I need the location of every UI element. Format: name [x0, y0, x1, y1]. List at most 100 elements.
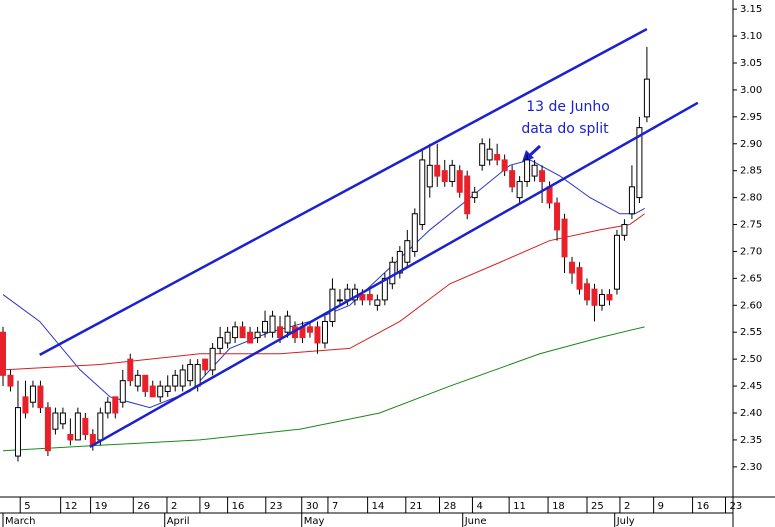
candle-body: [112, 396, 119, 414]
candle-body: [262, 320, 269, 333]
candle-body: [509, 170, 516, 188]
y-tick-label: 2.65: [740, 273, 762, 284]
candle-body: [441, 170, 448, 182]
candle-body: [434, 164, 441, 177]
candle-body: [29, 385, 36, 403]
candle-body: [576, 267, 583, 290]
candle-body: [142, 374, 149, 392]
candle-body: [194, 364, 201, 387]
x-tick-label: 12: [65, 501, 78, 512]
candle-body: [464, 175, 471, 215]
x-tick-label: 23: [270, 501, 283, 512]
y-tick-label: 2.35: [740, 435, 762, 446]
candle-body: [456, 170, 463, 193]
candle-body: [336, 299, 343, 302]
candle-body: [344, 288, 351, 301]
candle-body: [306, 326, 313, 333]
candle-body: [232, 326, 239, 339]
candle-body: [172, 374, 179, 387]
candle-body: [366, 294, 373, 301]
x-tick-label: 5: [24, 501, 30, 512]
candle-body: [134, 374, 141, 387]
candle-body: [524, 159, 531, 182]
y-tick-label: 3.15: [740, 4, 762, 15]
candle-body: [269, 315, 276, 333]
candle-body: [396, 250, 403, 274]
candle-body: [569, 261, 576, 274]
candle-body: [44, 407, 51, 452]
x-tick-label: 23: [730, 501, 743, 512]
x-tick-label: 11: [513, 501, 526, 512]
candle-body: [52, 412, 59, 430]
candle-body: [554, 202, 561, 231]
x-tick-label: 25: [591, 501, 604, 512]
y-tick-label: 2.45: [740, 381, 762, 392]
candle-body: [37, 385, 44, 409]
y-tick-label: 2.60: [740, 300, 762, 311]
y-tick-label: 3.00: [740, 85, 762, 96]
trend-line: [39, 27, 648, 356]
candle-body: [202, 358, 209, 371]
x-tick-label: 19: [95, 501, 108, 512]
trend-line: [89, 101, 699, 449]
y-tick-label: 3.10: [740, 31, 762, 42]
x-tick-label: 4: [476, 501, 482, 512]
candle-body: [224, 331, 231, 344]
candle-body: [613, 234, 620, 290]
x-tick-label: 7: [332, 501, 338, 512]
month-label: July: [616, 516, 635, 527]
candle-body: [419, 159, 426, 226]
candle-body: [546, 186, 553, 204]
candle-body: [479, 143, 486, 166]
candle-body: [501, 159, 508, 172]
candle-body: [314, 326, 321, 344]
candle-body: [7, 374, 14, 387]
x-tick-label: 18: [552, 501, 565, 512]
y-tick-label: 2.95: [740, 112, 762, 123]
candle-body: [643, 78, 650, 118]
candle-body: [67, 434, 74, 441]
candle-body: [97, 412, 104, 441]
y-tick-label: 2.50: [740, 354, 762, 365]
candle-body: [187, 364, 194, 382]
candle-body: [14, 407, 21, 457]
candle-body: [561, 218, 568, 258]
candle-body: [74, 412, 81, 441]
x-tick-label: 21: [410, 501, 423, 512]
candle-body: [217, 337, 224, 349]
x-tick-label: 9: [658, 501, 664, 512]
x-tick-label: 30: [306, 501, 319, 512]
candle-body: [284, 315, 291, 333]
x-tick-label: 2: [624, 501, 630, 512]
candle-body: [621, 224, 628, 236]
candle-body: [254, 331, 261, 339]
annotation: 13 de Junho: [526, 99, 610, 115]
candle-body: [583, 283, 590, 301]
candle-body: [149, 385, 156, 398]
candle-body: [359, 294, 366, 301]
candle-body: [539, 170, 546, 182]
x-tick-label: 2: [171, 501, 177, 512]
x-tick-label: 16: [697, 501, 710, 512]
candle-body: [329, 288, 336, 322]
candle-body: [426, 164, 433, 188]
candle-body: [486, 148, 493, 161]
x-tick-label: 9: [204, 501, 210, 512]
candle-body: [22, 396, 29, 414]
candle-body: [381, 277, 388, 301]
y-tick-label: 2.40: [740, 408, 762, 419]
moving-average: [2, 326, 645, 452]
candle-body: [591, 288, 598, 306]
candle-body: [157, 385, 164, 398]
candle-body: [449, 164, 456, 182]
x-tick-label: 16: [232, 501, 245, 512]
candle-body: [179, 369, 186, 387]
candle-body: [516, 180, 523, 199]
month-label: June: [464, 516, 487, 527]
arrow: [522, 144, 542, 162]
candle-body: [119, 380, 126, 403]
candle-body: [59, 412, 66, 425]
y-tick-label: 3.05: [740, 58, 762, 69]
candle-body: [404, 240, 411, 263]
